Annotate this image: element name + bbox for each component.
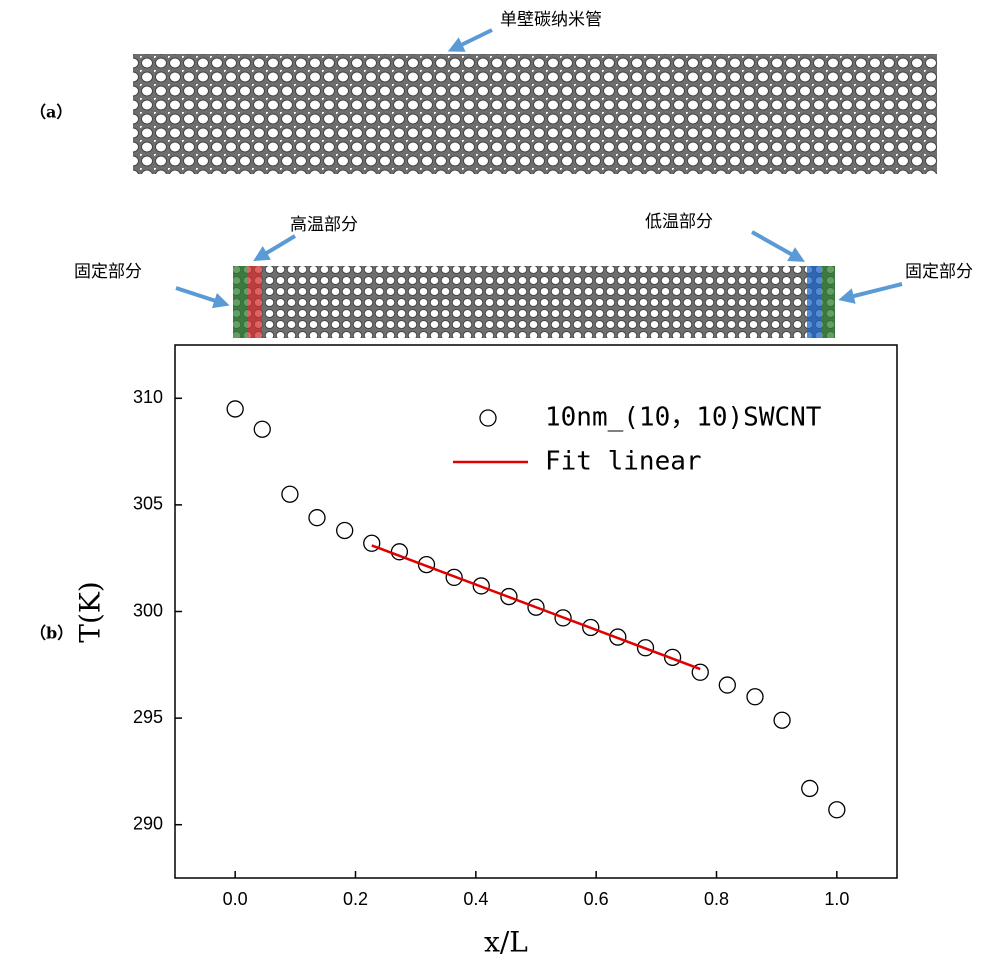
x-tick-label: 0.2: [343, 889, 368, 909]
data-point: [472, 577, 490, 595]
arrow: [175, 286, 230, 309]
data-point: [417, 555, 436, 574]
data-point: [363, 534, 381, 552]
y-tick-label: 290: [133, 813, 163, 833]
data-point: [527, 598, 545, 616]
data-point: [718, 676, 736, 694]
data-point: [663, 648, 682, 666]
arrow: [447, 28, 493, 52]
data-point: [253, 420, 271, 438]
y-tick-label: 305: [133, 494, 163, 514]
data-point: [445, 568, 463, 587]
x-axis-label: x/L: [484, 926, 528, 959]
hot-region: [248, 266, 262, 338]
data-point: [281, 485, 299, 503]
annotation: 低温部分: [645, 212, 713, 232]
arrow: [838, 282, 903, 304]
data-point: [636, 639, 655, 657]
data-point: [773, 711, 791, 729]
x-tick-label: 0.6: [584, 889, 609, 909]
y-tick-label: 300: [133, 600, 163, 620]
legend-label: 10nm_(10，10)SWCNT: [545, 403, 822, 433]
data-point: [609, 628, 627, 646]
arrow: [253, 234, 297, 262]
nanotube-image: [133, 54, 937, 174]
x-tick-label: 0.0: [223, 889, 248, 909]
x-tick-label: 0.8: [704, 889, 729, 909]
nanotube-image: [233, 266, 835, 338]
fixed-region: [233, 266, 248, 338]
x-tick-label: 1.0: [824, 889, 849, 909]
fixed-region: [822, 266, 835, 338]
annotation: 高温部分: [290, 215, 358, 235]
legend-swatch: [479, 409, 497, 427]
data-point: [554, 609, 572, 627]
data-point: [691, 663, 709, 681]
data-point: [801, 779, 819, 798]
data-point: [308, 509, 326, 527]
fit-line: [371, 544, 701, 671]
y-tick-label: 310: [133, 387, 163, 407]
panel-label: （a）: [30, 103, 72, 122]
legend-label: Fit linear: [545, 447, 702, 477]
x-tick-label: 0.4: [463, 889, 488, 909]
panel-label: （b）: [30, 624, 73, 643]
data-point: [828, 801, 846, 819]
arrow: [751, 230, 805, 262]
data-point: [746, 688, 764, 706]
data-point: [500, 587, 518, 606]
annotation: 固定部分: [74, 262, 142, 282]
data-point: [336, 521, 354, 540]
y-tick-label: 295: [133, 707, 163, 727]
y-axis-label: T(K): [74, 581, 107, 642]
data-point: [226, 400, 244, 418]
annotation: 单壁碳纳米管: [500, 10, 602, 30]
annotation: 固定部分: [905, 262, 973, 282]
data-point: [582, 618, 600, 637]
cold-region: [807, 266, 822, 338]
